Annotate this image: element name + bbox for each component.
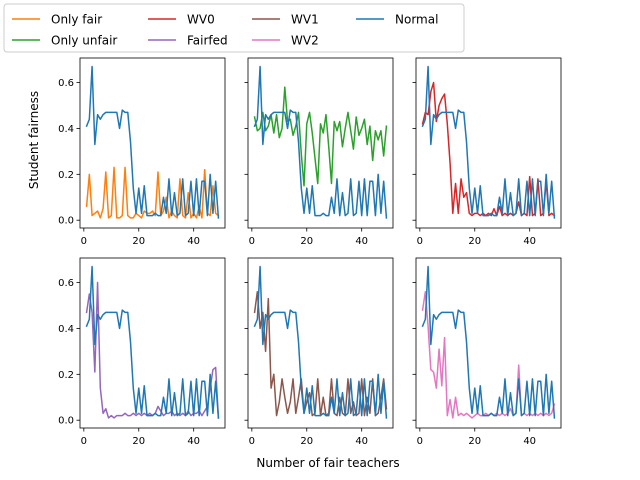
series-line-only-fair bbox=[85, 166, 220, 219]
legend-label: Only fair bbox=[51, 13, 102, 27]
series-line-normal bbox=[421, 265, 556, 419]
series-line-fairfed bbox=[85, 281, 220, 419]
legend-entry-only-fair: Only fair bbox=[12, 13, 102, 27]
x-tick-label: 40 bbox=[523, 236, 536, 247]
x-tick-label: 0 bbox=[249, 236, 255, 247]
x-tick-label: 0 bbox=[417, 236, 423, 247]
series-line-normal bbox=[85, 265, 220, 419]
series-line-normal bbox=[421, 65, 556, 219]
legend-entry-fairfed: Fairfed bbox=[148, 34, 228, 48]
y-axis-label: Student fairness bbox=[27, 91, 41, 189]
axes-frame bbox=[415, 57, 562, 229]
panel-1-2: 0 20 40 bbox=[244, 57, 394, 247]
y-tick-label: 0.6 bbox=[58, 78, 74, 89]
series-line-normal bbox=[253, 65, 388, 219]
x-tick-label: 40 bbox=[355, 236, 368, 247]
legend-label: Normal bbox=[395, 13, 438, 27]
x-tick-label: 0 bbox=[81, 436, 87, 447]
x-tick-label: 40 bbox=[187, 436, 200, 447]
legend-frame bbox=[3, 3, 465, 53]
legend-entry-normal: Normal bbox=[356, 13, 438, 27]
series-line-wv1 bbox=[253, 290, 388, 417]
x-axis-label: Number of fair teachers bbox=[256, 456, 399, 470]
y-tick-label: 0.2 bbox=[58, 170, 74, 181]
x-tick-label: 20 bbox=[132, 236, 145, 247]
series-line-normal bbox=[85, 65, 220, 219]
legend-label: WV0 bbox=[187, 13, 215, 27]
legend: Only fair Only unfair WV0 Fairfed WV1 WV2 Norm… bbox=[3, 3, 465, 53]
legend-entry-wv1: WV1 bbox=[252, 13, 319, 27]
x-tick-label: 0 bbox=[249, 436, 255, 447]
panel-2-2: 0 20 40 bbox=[244, 257, 394, 447]
legend-entry-wv0: WV0 bbox=[148, 13, 215, 27]
legend-entry-wv2: WV2 bbox=[252, 34, 319, 48]
axes-frame bbox=[415, 257, 562, 429]
panel-1-1: 0 20 40 0.0 0.2 0.4 0.6 bbox=[58, 57, 226, 247]
y-tick-label: 0.4 bbox=[58, 124, 74, 135]
panel-1-3: 0 20 40 bbox=[412, 57, 562, 247]
y-tick-label: 0.6 bbox=[58, 278, 74, 289]
axes-frame bbox=[79, 57, 226, 229]
x-tick-label: 40 bbox=[187, 236, 200, 247]
series-line-only-unfair bbox=[253, 86, 388, 187]
y-tick-label: 0.0 bbox=[58, 216, 74, 227]
x-tick-label: 40 bbox=[523, 436, 536, 447]
legend-label: Fairfed bbox=[187, 34, 228, 48]
legend-label: WV1 bbox=[291, 13, 319, 27]
y-tick-label: 0.0 bbox=[58, 416, 74, 427]
x-tick-label: 0 bbox=[417, 436, 423, 447]
x-tick-label: 20 bbox=[132, 436, 145, 447]
x-tick-label: 40 bbox=[355, 436, 368, 447]
y-tick-label: 0.2 bbox=[58, 370, 74, 381]
axes-frame bbox=[247, 57, 394, 229]
legend-entry-only-unfair: Only unfair bbox=[12, 34, 117, 48]
axes-frame bbox=[247, 257, 394, 429]
legend-label: Only unfair bbox=[51, 34, 117, 48]
panel-grid: 0 20 40 0.0 0.2 0.4 0.6 0 20 40 0 20 40 0 20 40 0.0 0.2 0.… bbox=[58, 57, 562, 447]
panel-2-1: 0 20 40 0.0 0.2 0.4 0.6 bbox=[58, 257, 226, 447]
x-tick-label: 20 bbox=[468, 236, 481, 247]
x-tick-label: 20 bbox=[300, 236, 313, 247]
y-tick-label: 0.4 bbox=[58, 324, 74, 335]
series-line-normal bbox=[253, 265, 388, 419]
x-tick-label: 0 bbox=[81, 236, 87, 247]
axes-frame bbox=[79, 257, 226, 429]
x-tick-label: 20 bbox=[300, 436, 313, 447]
x-tick-label: 20 bbox=[468, 436, 481, 447]
legend-label: WV2 bbox=[291, 34, 319, 48]
series-line-wv0 bbox=[421, 81, 556, 217]
panel-2-3: 0 20 40 bbox=[412, 257, 562, 447]
